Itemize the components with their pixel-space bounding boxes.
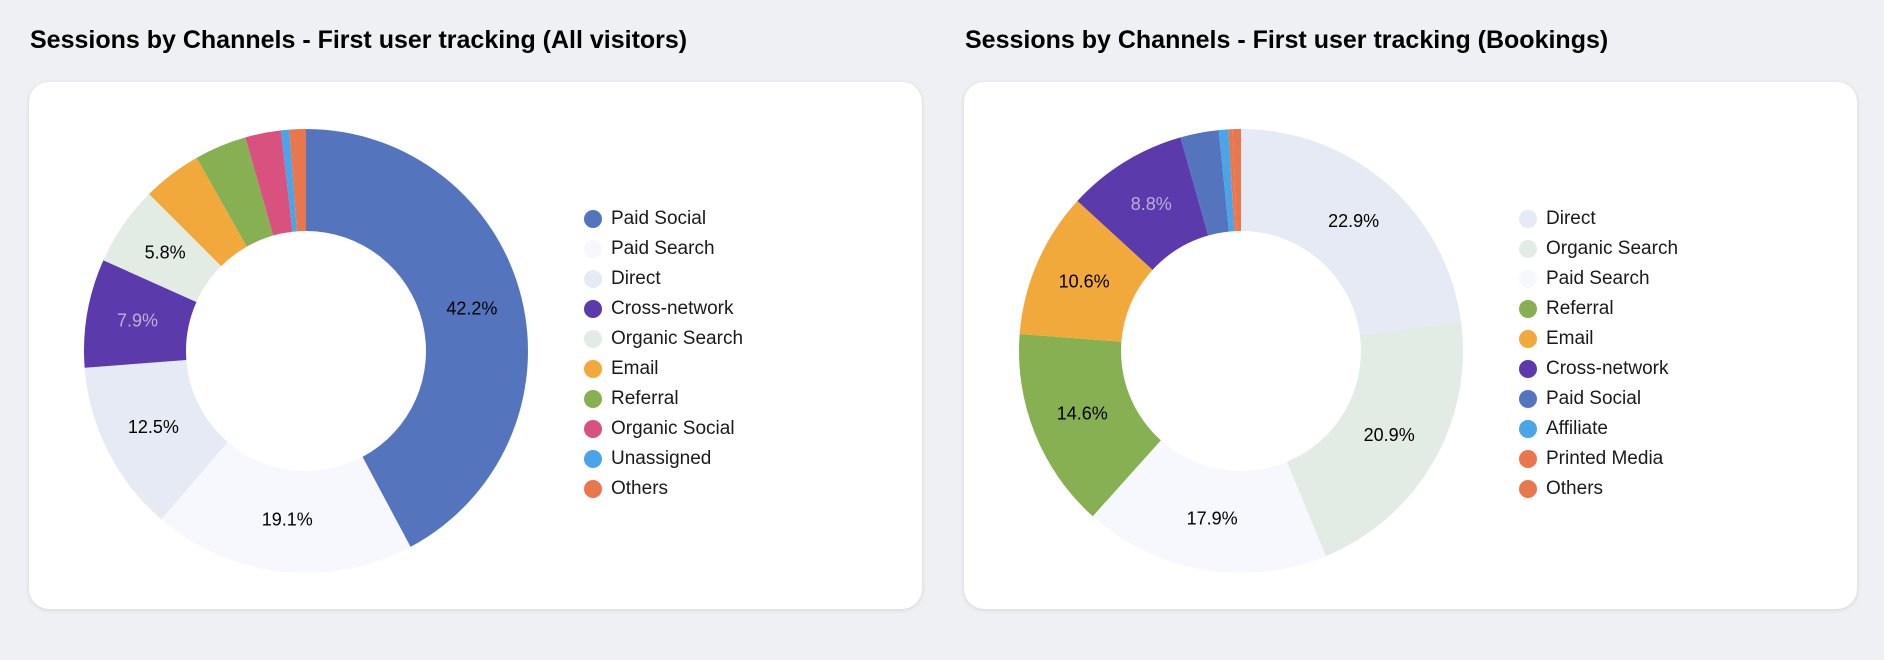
legend-item-cross-network[interactable]: Cross-network bbox=[584, 294, 743, 324]
legend-label: Email bbox=[1546, 328, 1594, 349]
legend-label: Organic Search bbox=[611, 328, 744, 349]
slice-email[interactable] bbox=[149, 157, 247, 267]
legend-item-printed-media[interactable]: Printed Media bbox=[1519, 444, 1678, 474]
legend-swatch-icon bbox=[584, 450, 602, 468]
legend-item-email[interactable]: Email bbox=[1519, 324, 1678, 354]
slice-direct[interactable] bbox=[84, 360, 228, 520]
slice-paid-search[interactable] bbox=[1092, 440, 1326, 573]
legend-item-referral[interactable]: Referral bbox=[1519, 294, 1678, 324]
legend-swatch-icon bbox=[584, 240, 602, 258]
legend-label: Paid Social bbox=[611, 208, 707, 229]
legend-label: Affiliate bbox=[1546, 418, 1608, 439]
legend-swatch-icon bbox=[1519, 210, 1537, 228]
slice-organic-social[interactable] bbox=[245, 130, 293, 236]
legend-swatch-icon bbox=[1519, 240, 1537, 258]
legend-item-direct[interactable]: Direct bbox=[584, 264, 743, 294]
slice-affiliate[interactable] bbox=[1218, 129, 1235, 232]
chart-title-bookings: Sessions by Channels - First user tracki… bbox=[965, 26, 1609, 54]
legend-swatch-icon bbox=[584, 480, 602, 498]
legend-item-others[interactable]: Others bbox=[584, 474, 743, 504]
slice-label-cross-network: 7.9% bbox=[117, 310, 158, 330]
legend-label: Organic Social bbox=[611, 418, 735, 439]
legend-all-visitors: Paid Social Paid Search Direct Cross-networ… bbox=[584, 204, 743, 504]
slice-others[interactable] bbox=[289, 129, 306, 232]
legend-label: Referral bbox=[611, 388, 679, 409]
legend-label: Referral bbox=[1546, 298, 1614, 319]
slice-email[interactable] bbox=[1019, 200, 1153, 342]
slice-label-cross-network: 8.8% bbox=[1131, 194, 1172, 214]
legend-label: Cross-network bbox=[1546, 358, 1669, 379]
slice-direct[interactable] bbox=[1241, 129, 1462, 336]
slice-unassigned[interactable] bbox=[280, 129, 297, 232]
legend-swatch-icon bbox=[1519, 450, 1537, 468]
slice-label-paid-social: 42.2% bbox=[446, 298, 497, 318]
legend-item-cross-network[interactable]: Cross-network bbox=[1519, 354, 1678, 384]
slice-cross-network[interactable] bbox=[1077, 137, 1209, 270]
legend-item-others[interactable]: Others bbox=[1519, 474, 1678, 504]
legend-swatch-icon bbox=[1519, 270, 1537, 288]
legend-item-email[interactable]: Email bbox=[584, 354, 743, 384]
legend-label: Paid Social bbox=[1546, 388, 1642, 409]
legend-label: Direct bbox=[1546, 208, 1596, 229]
slice-label-organic-search: 20.9% bbox=[1364, 425, 1415, 445]
legend-swatch-icon bbox=[584, 390, 602, 408]
legend-item-unassigned[interactable]: Unassigned bbox=[584, 444, 743, 474]
slice-label-organic-search: 5.8% bbox=[145, 243, 186, 263]
donut-chart-all-visitors: 42.2% 19.1% 12.5% 7.9% 5.8% bbox=[84, 129, 528, 573]
donut-chart-bookings: 22.9% 20.9% 17.9% 14.6% 10.6% 8.8% bbox=[1019, 129, 1463, 573]
legend-label: Others bbox=[611, 478, 669, 499]
slice-label-referral: 14.6% bbox=[1057, 403, 1108, 423]
legend-item-paid-social[interactable]: Paid Social bbox=[1519, 384, 1678, 414]
legend-swatch-icon bbox=[584, 210, 602, 228]
legend-label: Direct bbox=[611, 268, 661, 289]
legend-swatch-icon bbox=[584, 300, 602, 318]
legend-swatch-icon bbox=[1519, 300, 1537, 318]
legend-label: Others bbox=[1546, 478, 1604, 499]
legend-item-paid-search[interactable]: Paid Search bbox=[1519, 264, 1678, 294]
slice-label-paid-search: 17.9% bbox=[1187, 508, 1238, 528]
slice-others[interactable] bbox=[1232, 129, 1241, 232]
slice-label-direct: 12.5% bbox=[128, 417, 179, 437]
slice-referral[interactable] bbox=[1019, 333, 1161, 517]
legend-item-referral[interactable]: Referral bbox=[584, 384, 743, 414]
slice-organic-search[interactable] bbox=[1286, 321, 1463, 557]
legend-swatch-icon bbox=[1519, 330, 1537, 348]
legend-swatch-icon bbox=[1519, 390, 1537, 408]
legend-swatch-icon bbox=[584, 270, 602, 288]
slice-label-email: 10.6% bbox=[1059, 272, 1110, 292]
slice-label-direct: 22.9% bbox=[1328, 211, 1379, 231]
legend-swatch-icon bbox=[584, 420, 602, 438]
legend-label: Unassigned bbox=[611, 448, 712, 469]
legend-item-paid-search[interactable]: Paid Search bbox=[584, 234, 743, 264]
legend-label: Printed Media bbox=[1546, 448, 1664, 469]
slice-paid-social[interactable] bbox=[306, 129, 528, 547]
legend-item-organic-search[interactable]: Organic Search bbox=[584, 324, 743, 354]
chart-card-all-visitors: 42.2% 19.1% 12.5% 7.9% 5.8% Paid Social Paid … bbox=[29, 82, 922, 609]
chart-title-all-visitors: Sessions by Channels - First user tracki… bbox=[30, 26, 688, 54]
slice-label-paid-search: 19.1% bbox=[262, 510, 313, 530]
slice-referral[interactable] bbox=[196, 137, 274, 247]
slice-organic-search[interactable] bbox=[103, 194, 222, 302]
slice-paid-search[interactable] bbox=[161, 442, 411, 573]
legend-label: Organic Search bbox=[1546, 238, 1679, 259]
chart-card-bookings: 22.9% 20.9% 17.9% 14.6% 10.6% 8.8% Direct Orga… bbox=[964, 82, 1857, 609]
slice-paid-social[interactable] bbox=[1180, 130, 1229, 236]
legend-swatch-icon bbox=[1519, 420, 1537, 438]
legend-swatch-icon bbox=[1519, 360, 1537, 378]
legend-swatch-icon bbox=[584, 330, 602, 348]
legend-item-direct[interactable]: Direct bbox=[1519, 204, 1678, 234]
slice-cross-network[interactable] bbox=[84, 260, 197, 368]
legend-item-organic-search[interactable]: Organic Search bbox=[1519, 234, 1678, 264]
legend-item-affiliate[interactable]: Affiliate bbox=[1519, 414, 1678, 444]
legend-label: Paid Search bbox=[1546, 268, 1650, 289]
legend-item-organic-social[interactable]: Organic Social bbox=[584, 414, 743, 444]
legend-swatch-icon bbox=[1519, 480, 1537, 498]
legend-item-paid-social[interactable]: Paid Social bbox=[584, 204, 743, 234]
legend-bookings: Direct Organic Search Paid Search Referral E… bbox=[1519, 204, 1678, 504]
legend-label: Email bbox=[611, 358, 659, 379]
legend-swatch-icon bbox=[584, 360, 602, 378]
legend-label: Paid Search bbox=[611, 238, 715, 259]
slice-printed-media[interactable] bbox=[1228, 129, 1237, 232]
legend-label: Cross-network bbox=[611, 298, 734, 319]
